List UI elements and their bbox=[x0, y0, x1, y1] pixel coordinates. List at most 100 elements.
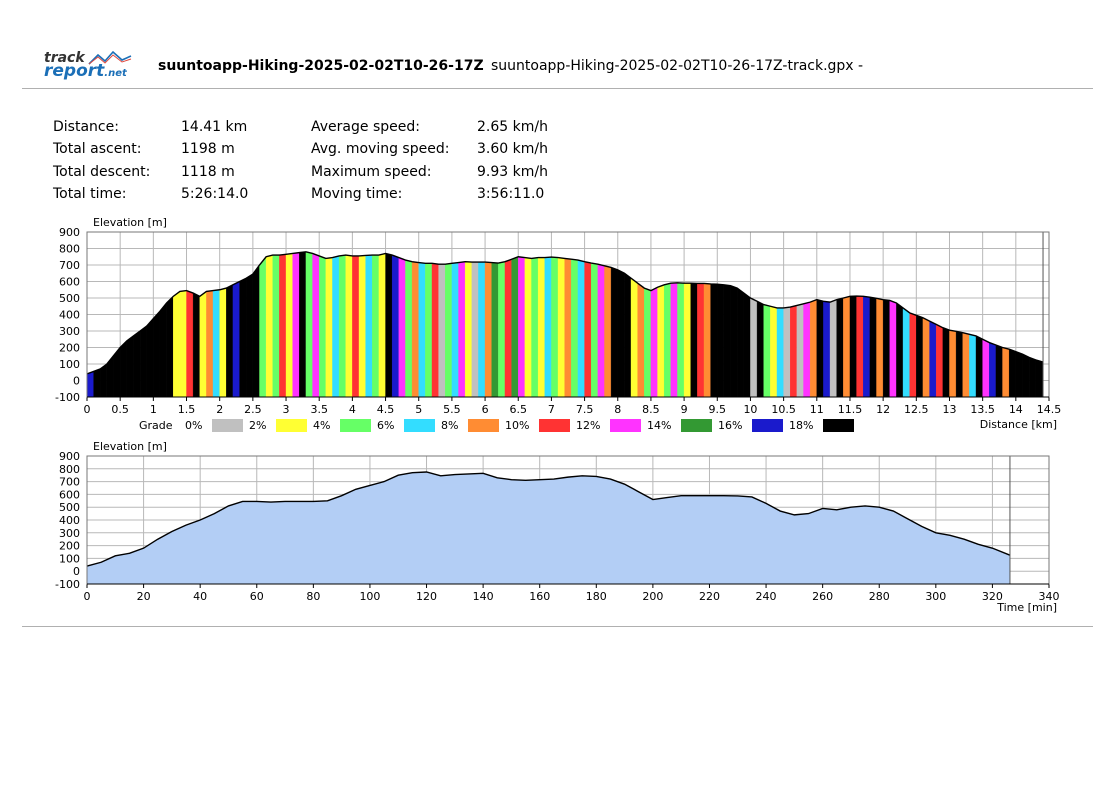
x-tick-label: 5.5 bbox=[443, 403, 461, 416]
x-tick-label: 5 bbox=[415, 403, 422, 416]
x-tick-label: 0 bbox=[84, 403, 91, 416]
x-tick-label: 220 bbox=[699, 590, 720, 603]
avg-moving-speed-label: Avg. moving speed: bbox=[311, 141, 450, 157]
trackreport-logo[interactable]: track report.net bbox=[44, 50, 134, 82]
x-tick-label: 3 bbox=[283, 403, 290, 416]
y-tick-label: -100 bbox=[55, 578, 80, 591]
x-tick-label: 10.5 bbox=[771, 403, 796, 416]
x-tick-label: 280 bbox=[869, 590, 890, 603]
y-tick-label: 400 bbox=[59, 514, 80, 527]
header-dash: - bbox=[858, 58, 864, 74]
y-tick-label: 900 bbox=[59, 226, 80, 239]
logo-text-report: report.net bbox=[44, 61, 127, 81]
x-tick-label: 11.5 bbox=[838, 403, 863, 416]
x-tick-label: 13 bbox=[942, 403, 956, 416]
elevation-area bbox=[87, 472, 1010, 584]
legend-label: 4% bbox=[313, 419, 330, 432]
legend-swatch bbox=[681, 419, 712, 432]
elevation-line bbox=[86, 471, 1011, 567]
logo-text-report-main: report bbox=[44, 61, 105, 81]
report-header: track report.net suuntoapp-Hiking-2025-0… bbox=[0, 0, 1101, 90]
descent-value: 1118 m bbox=[181, 164, 235, 180]
x-tick-label: 1 bbox=[150, 403, 157, 416]
y-tick-label: 600 bbox=[59, 276, 80, 289]
legend-label: 12% bbox=[576, 419, 600, 432]
y-tick-label: 200 bbox=[59, 540, 80, 553]
x-tick-label: 2 bbox=[216, 403, 223, 416]
x-tick-label: 9 bbox=[681, 403, 688, 416]
x-tick-label: 240 bbox=[756, 590, 777, 603]
y-tick-label: 100 bbox=[59, 358, 80, 371]
moving-time-label: Moving time: bbox=[311, 186, 403, 202]
y-tick-label: 300 bbox=[59, 527, 80, 540]
y-tick-label: 500 bbox=[59, 292, 80, 305]
x-tick-label: 12.5 bbox=[904, 403, 929, 416]
x-tick-label: 260 bbox=[812, 590, 833, 603]
x-tick-label: 20 bbox=[137, 590, 151, 603]
legend-swatch bbox=[212, 419, 243, 432]
x-axis-title: Distance [km] bbox=[980, 418, 1057, 431]
y-tick-label: 700 bbox=[59, 476, 80, 489]
legend-label: 16% bbox=[718, 419, 742, 432]
y-tick-label: 800 bbox=[59, 243, 80, 256]
max-speed-label: Maximum speed: bbox=[311, 164, 432, 180]
logo-text-net: .net bbox=[104, 68, 127, 79]
avg-speed-value: 2.65 km/h bbox=[477, 119, 548, 135]
legend-swatch bbox=[610, 419, 641, 432]
x-tick-label: 0.5 bbox=[111, 403, 129, 416]
y-axis-title: Elevation [m] bbox=[93, 440, 167, 453]
y-tick-label: 0 bbox=[73, 565, 80, 578]
x-tick-label: 60 bbox=[250, 590, 264, 603]
descent-label: Total descent: bbox=[53, 164, 151, 180]
x-tick-label: 140 bbox=[473, 590, 494, 603]
x-tick-label: 6.5 bbox=[509, 403, 527, 416]
legend-swatch bbox=[823, 419, 854, 432]
x-tick-label: 4.5 bbox=[377, 403, 395, 416]
x-tick-label: 7.5 bbox=[576, 403, 594, 416]
y-tick-label: 500 bbox=[59, 501, 80, 514]
legend-swatch bbox=[539, 419, 570, 432]
legend-label: 10% bbox=[505, 419, 529, 432]
max-speed-value: 9.93 km/h bbox=[477, 164, 548, 180]
legend-swatch bbox=[276, 419, 307, 432]
y-tick-label: 200 bbox=[59, 342, 80, 355]
y-axis-title: Elevation [m] bbox=[93, 216, 167, 229]
avg-moving-speed-value: 3.60 km/h bbox=[477, 141, 548, 157]
x-tick-label: 2.5 bbox=[244, 403, 262, 416]
x-tick-label: 200 bbox=[642, 590, 663, 603]
ascent-label: Total ascent: bbox=[53, 141, 142, 157]
x-tick-label: 100 bbox=[359, 590, 380, 603]
header-divider bbox=[22, 88, 1093, 89]
activity-title: suuntoapp-Hiking-2025-02-02T10-26-17Z bbox=[158, 58, 484, 74]
x-tick-label: 7 bbox=[548, 403, 555, 416]
x-tick-label: 11 bbox=[810, 403, 824, 416]
legend-label: 2% bbox=[249, 419, 266, 432]
legend-swatch bbox=[468, 419, 499, 432]
x-tick-label: 340 bbox=[1039, 590, 1060, 603]
legend-swatch bbox=[340, 419, 371, 432]
x-tick-label: 3.5 bbox=[310, 403, 328, 416]
legend-label: 0% bbox=[185, 419, 202, 432]
elevation-line bbox=[86, 251, 1044, 375]
x-tick-label: 40 bbox=[193, 590, 207, 603]
x-tick-label: 13.5 bbox=[970, 403, 995, 416]
legend-label: 8% bbox=[441, 419, 458, 432]
logo-text-track: track bbox=[44, 50, 85, 66]
total-time-value: 5:26:14.0 bbox=[181, 186, 249, 202]
y-tick-label: 800 bbox=[59, 463, 80, 476]
moving-time-value: 3:56:11.0 bbox=[477, 186, 545, 202]
legend-swatch bbox=[404, 419, 435, 432]
x-tick-label: 320 bbox=[982, 590, 1003, 603]
avg-speed-label: Average speed: bbox=[311, 119, 420, 135]
x-tick-label: 160 bbox=[529, 590, 550, 603]
legend-title: Grade bbox=[139, 419, 173, 432]
y-tick-label: 600 bbox=[59, 488, 80, 501]
total-time-label: Total time: bbox=[53, 186, 127, 202]
y-tick-label: 0 bbox=[73, 375, 80, 388]
distance-value: 14.41 km bbox=[181, 119, 248, 135]
x-tick-label: 180 bbox=[586, 590, 607, 603]
legend-label: 14% bbox=[647, 419, 671, 432]
x-tick-label: 300 bbox=[925, 590, 946, 603]
legend-label: 6% bbox=[377, 419, 394, 432]
x-tick-label: 6 bbox=[482, 403, 489, 416]
